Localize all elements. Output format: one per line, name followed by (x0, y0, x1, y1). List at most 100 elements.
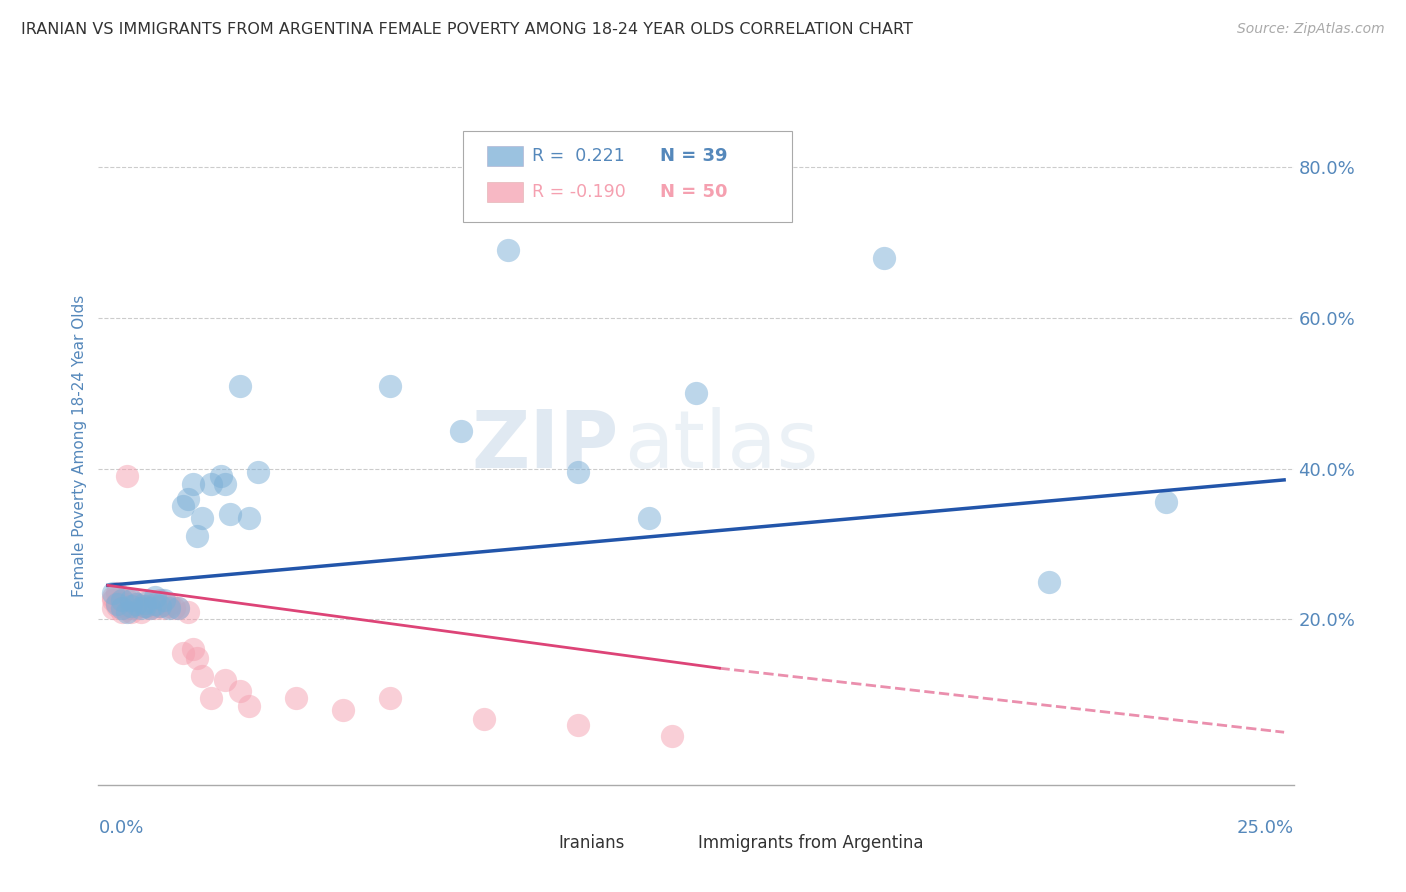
Point (105, 596, 128, 610)
Text: Immigrants from Argentina: Immigrants from Argentina (699, 834, 924, 852)
Text: ZIP: ZIP (471, 407, 619, 485)
Point (143, 590, 166, 604)
Point (111, 601, 134, 615)
Point (472, 712, 495, 726)
Point (129, 601, 152, 615)
Point (120, 593, 142, 607)
Point (115, 469, 138, 483)
Point (101, 601, 124, 615)
Point (139, 601, 162, 615)
Point (105, 599, 128, 613)
Bar (486, 182, 523, 202)
Point (167, 601, 190, 615)
Point (172, 646, 194, 660)
Point (120, 601, 142, 615)
Text: 0.0%: 0.0% (98, 819, 143, 837)
Point (228, 683, 250, 698)
Point (120, 599, 142, 613)
Point (111, 601, 134, 615)
Point (1156, 495, 1178, 509)
Point (186, 529, 208, 543)
Point (214, 476, 236, 491)
Bar (662, 831, 692, 855)
Point (157, 597, 180, 611)
Point (115, 593, 138, 607)
Point (115, 597, 138, 611)
Point (143, 599, 166, 613)
Point (105, 597, 128, 611)
Point (285, 691, 308, 706)
Point (219, 507, 242, 521)
Point (120, 593, 142, 607)
Point (238, 510, 260, 524)
Point (177, 605, 200, 619)
Point (177, 491, 200, 506)
Point (134, 596, 156, 610)
Point (134, 599, 156, 613)
Point (661, 729, 683, 743)
Point (111, 593, 134, 607)
Point (638, 510, 661, 524)
Point (567, 466, 589, 480)
Point (247, 466, 270, 480)
Point (111, 605, 134, 619)
Text: atlas: atlas (624, 407, 818, 485)
Text: N = 50: N = 50 (661, 183, 728, 201)
Text: R =  0.221: R = 0.221 (533, 147, 626, 165)
Point (120, 605, 142, 619)
Bar (486, 145, 523, 166)
Text: IRANIAN VS IMMIGRANTS FROM ARGENTINA FEMALE POVERTY AMONG 18-24 YEAR OLDS CORREL: IRANIAN VS IMMIGRANTS FROM ARGENTINA FEM… (21, 22, 912, 37)
Point (214, 673, 236, 687)
Y-axis label: Female Poverty Among 18-24 Year Olds: Female Poverty Among 18-24 Year Olds (72, 295, 87, 597)
Text: N = 39: N = 39 (661, 147, 728, 165)
Point (125, 597, 148, 611)
Point (143, 601, 166, 615)
Point (101, 586, 124, 600)
Point (111, 593, 134, 607)
Point (101, 593, 124, 607)
Point (873, 251, 896, 265)
Point (186, 651, 208, 665)
Point (450, 424, 472, 438)
Point (149, 593, 172, 607)
Bar (523, 831, 553, 855)
Point (129, 599, 152, 613)
Point (153, 601, 176, 615)
Point (191, 510, 214, 524)
Point (134, 593, 156, 607)
Text: Source: ZipAtlas.com: Source: ZipAtlas.com (1237, 22, 1385, 37)
Point (567, 717, 589, 731)
Point (685, 386, 707, 401)
Point (111, 597, 134, 611)
Point (209, 469, 232, 483)
Point (134, 599, 156, 613)
Point (157, 601, 180, 615)
Point (238, 698, 260, 713)
Point (149, 599, 172, 613)
Point (120, 599, 142, 613)
Point (378, 378, 401, 392)
Point (115, 605, 138, 619)
Point (181, 642, 204, 657)
Point (139, 597, 162, 611)
Point (332, 703, 354, 717)
Point (129, 605, 152, 619)
Point (105, 586, 128, 600)
Text: Iranians: Iranians (558, 834, 624, 852)
FancyBboxPatch shape (463, 131, 792, 222)
Point (149, 599, 172, 613)
Point (101, 590, 124, 604)
Point (172, 500, 194, 514)
Point (167, 601, 190, 615)
Point (191, 669, 214, 683)
Point (200, 476, 222, 491)
Point (1038, 574, 1060, 589)
Point (139, 601, 162, 615)
Point (496, 243, 519, 257)
Point (228, 378, 250, 392)
Point (181, 476, 204, 491)
Point (125, 601, 148, 615)
Point (153, 593, 176, 607)
Point (125, 597, 148, 611)
Point (163, 601, 186, 615)
